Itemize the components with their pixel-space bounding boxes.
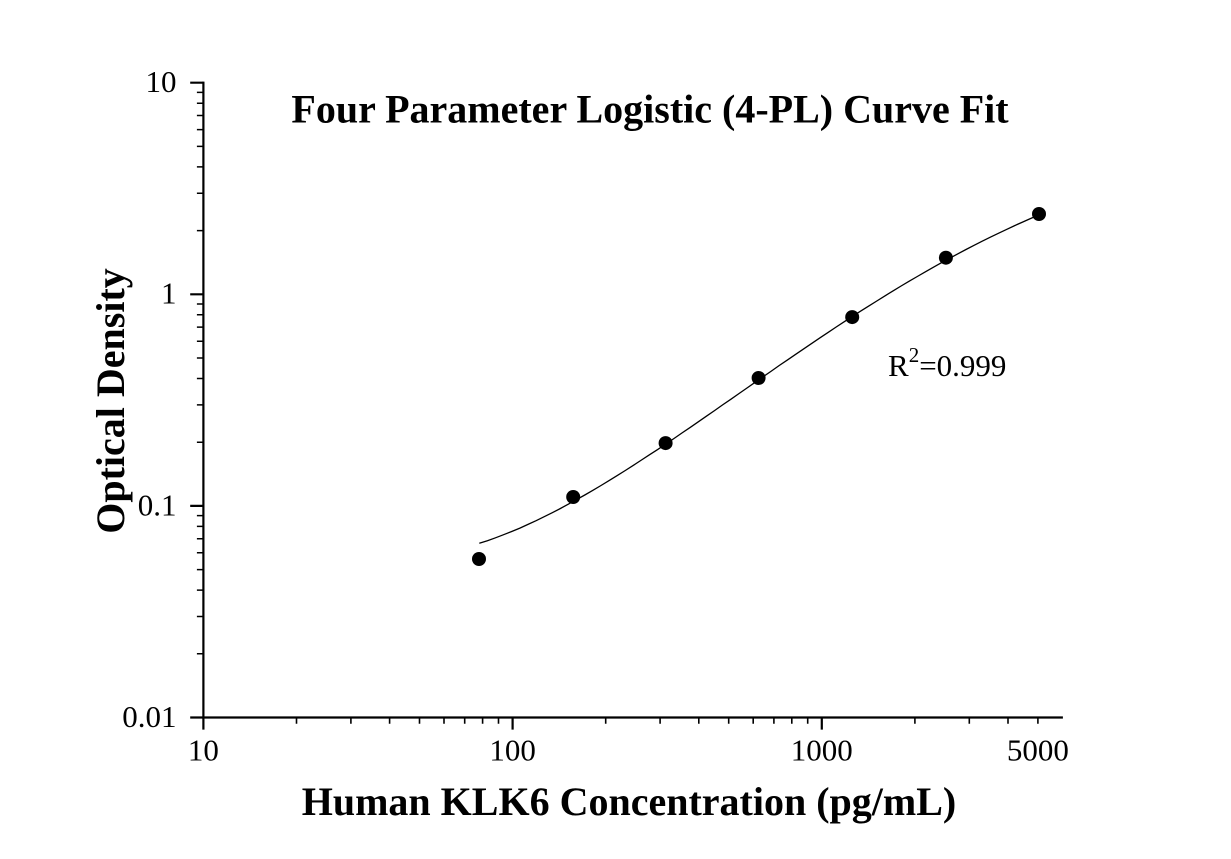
- svg-text:0.1: 0.1: [138, 487, 177, 522]
- svg-text:1000: 1000: [791, 733, 853, 768]
- svg-text:10: 10: [188, 733, 219, 768]
- svg-text:R2=0.999: R2=0.999: [888, 343, 1006, 383]
- svg-text:Human KLK6 Concentration (pg/m: Human KLK6 Concentration (pg/mL): [302, 779, 956, 824]
- svg-text:1: 1: [161, 276, 177, 311]
- svg-text:0.01: 0.01: [122, 699, 176, 734]
- svg-text:5000: 5000: [1007, 733, 1069, 768]
- svg-text:100: 100: [489, 733, 536, 768]
- svg-text:Four Parameter Logistic (4-PL): Four Parameter Logistic (4-PL) Curve Fit: [291, 87, 1009, 132]
- svg-text:10: 10: [146, 64, 177, 99]
- svg-text:Optical Density: Optical Density: [88, 268, 133, 534]
